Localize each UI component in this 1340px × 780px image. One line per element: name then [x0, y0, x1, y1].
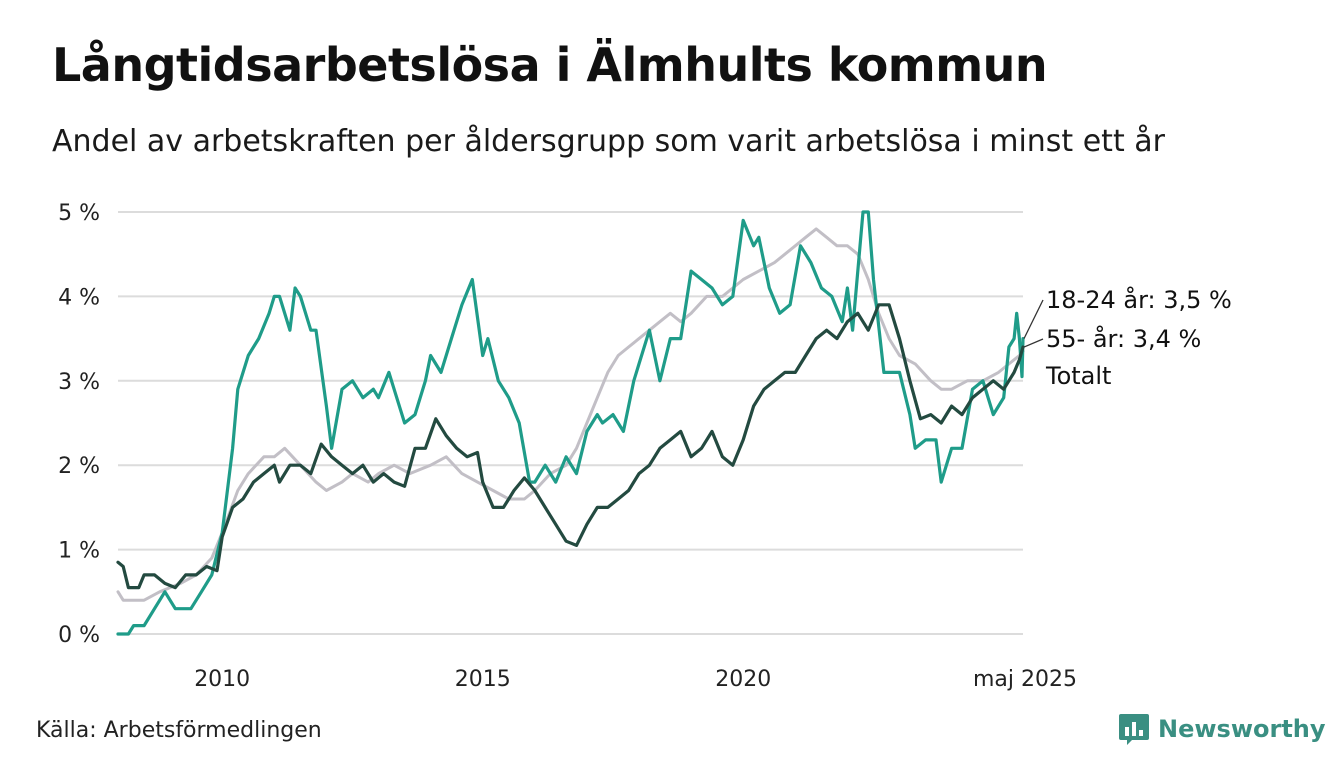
line-chart: 0 %1 %2 %3 %4 %5 % 2010 2015 2020 maj 2025 …	[58, 201, 1232, 692]
brand-name: Newsworthy	[1158, 715, 1326, 743]
series-end-label: Totalt	[1045, 362, 1111, 390]
brand-logo: Newsworthy	[1118, 712, 1326, 746]
y-tick-label: 4 %	[58, 285, 100, 310]
x-tick-label: 2020	[715, 667, 771, 692]
source-note: Källa: Arbetsförmedlingen	[36, 718, 322, 743]
chart-title: Långtidsarbetslösa i Älmhults kommun	[52, 38, 1048, 92]
end-labels: 18-24 år: 3,5 % 55- år: 3,4 % Totalt	[1023, 285, 1232, 390]
x-tick-label: 2015	[455, 667, 511, 692]
series-line-55-plus	[116, 303, 1025, 590]
series-line-18-24	[116, 210, 1025, 636]
y-axis-ticks: 0 % 1 % 2 % 3 % 4 % 5 %	[58, 201, 100, 648]
y-tick-label: 3 %	[58, 370, 100, 395]
series-end-label: 18-24 år: 3,5 %	[1046, 285, 1232, 314]
leader-line	[1023, 338, 1044, 348]
grid-lines	[118, 211, 1023, 635]
x-tick-label: maj 2025	[973, 667, 1077, 692]
x-tick-label: 2010	[194, 667, 250, 692]
y-tick-label: 2 %	[58, 454, 100, 479]
series-end-label: 55- år: 3,4 %	[1046, 324, 1201, 353]
series-lines	[116, 210, 1025, 636]
y-tick-label: 0 %	[58, 623, 100, 648]
bar-chart-speech-bubble-icon	[1119, 714, 1149, 745]
series-line-totalt	[116, 227, 1025, 602]
y-tick-label: 5 %	[58, 201, 100, 226]
y-tick-label: 1 %	[58, 539, 100, 564]
chart-subtitle: Andel av arbetskraften per åldersgrupp s…	[52, 124, 1165, 159]
leader-line	[1023, 299, 1044, 339]
x-axis-ticks: 2010 2015 2020 maj 2025	[194, 667, 1077, 692]
